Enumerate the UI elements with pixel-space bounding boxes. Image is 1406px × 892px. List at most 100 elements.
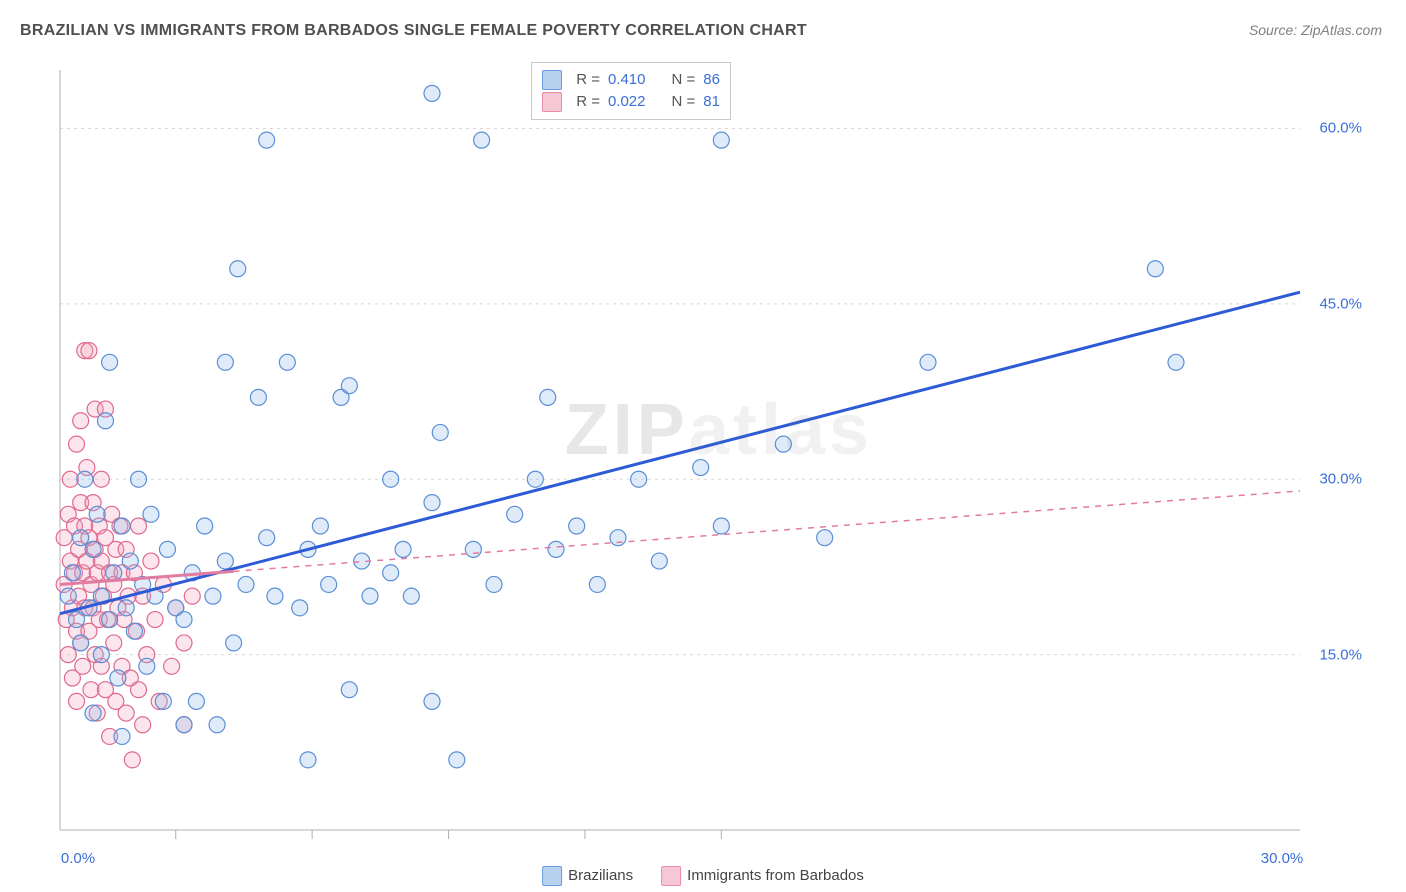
scatter-point xyxy=(1168,354,1184,370)
chart-title: BRAZILIAN VS IMMIGRANTS FROM BARBADOS SI… xyxy=(20,22,807,40)
scatter-point xyxy=(651,553,667,569)
scatter-point xyxy=(693,460,709,476)
n-label: N = xyxy=(672,69,696,91)
scatter-point xyxy=(395,541,411,557)
scatter-point xyxy=(610,530,626,546)
chart-container: BRAZILIAN VS IMMIGRANTS FROM BARBADOS SI… xyxy=(0,0,1406,892)
scatter-point xyxy=(217,354,233,370)
plot-area: ZIPatlas R =0.410N =86R =0.022N =81 15.0… xyxy=(50,60,1370,840)
series-legend-item: Brazilians xyxy=(542,866,633,886)
legend-label: Brazilians xyxy=(568,867,633,884)
scatter-point xyxy=(131,682,147,698)
scatter-point xyxy=(424,693,440,709)
scatter-point xyxy=(126,623,142,639)
scatter-point xyxy=(920,354,936,370)
scatter-point xyxy=(1147,261,1163,277)
r-label: R = xyxy=(576,91,600,113)
scatter-point xyxy=(424,495,440,511)
scatter-point xyxy=(81,343,97,359)
scatter-point xyxy=(118,705,134,721)
correlation-legend-row: R = 0.022 N = 81 xyxy=(542,91,720,113)
scatter-point xyxy=(432,424,448,440)
scatter-point xyxy=(548,541,564,557)
scatter-point xyxy=(97,413,113,429)
scatter-point xyxy=(817,530,833,546)
r-label: R = xyxy=(576,69,600,91)
scatter-point xyxy=(267,588,283,604)
scatter-point xyxy=(114,518,130,534)
scatter-point xyxy=(527,471,543,487)
scatter-point xyxy=(238,576,254,592)
scatter-point xyxy=(106,635,122,651)
scatter-point xyxy=(89,506,105,522)
scatter-point xyxy=(341,378,357,394)
scatter-point xyxy=(143,553,159,569)
scatter-point xyxy=(465,541,481,557)
scatter-point xyxy=(362,588,378,604)
legend-swatch xyxy=(542,866,562,886)
scatter-point xyxy=(312,518,328,534)
scatter-point xyxy=(155,693,171,709)
scatter-point xyxy=(60,588,76,604)
scatter-point xyxy=(300,752,316,768)
y-tick-label: 30.0% xyxy=(1319,471,1362,488)
scatter-point xyxy=(69,612,85,628)
scatter-point xyxy=(77,471,93,487)
scatter-point xyxy=(135,717,151,733)
scatter-point xyxy=(176,635,192,651)
scatter-point xyxy=(131,471,147,487)
scatter-point xyxy=(73,530,89,546)
x-tick-label: 0.0% xyxy=(61,850,95,867)
scatter-point xyxy=(540,389,556,405)
scatter-point xyxy=(139,658,155,674)
scatter-point xyxy=(383,471,399,487)
scatter-point xyxy=(83,682,99,698)
scatter-point xyxy=(713,518,729,534)
scatter-chart xyxy=(50,60,1370,840)
scatter-point xyxy=(73,413,89,429)
scatter-point xyxy=(230,261,246,277)
scatter-point xyxy=(159,541,175,557)
scatter-point xyxy=(85,541,101,557)
scatter-point xyxy=(102,612,118,628)
series-legend-item: Immigrants from Barbados xyxy=(661,866,864,886)
scatter-point xyxy=(474,132,490,148)
scatter-point xyxy=(188,693,204,709)
scatter-point xyxy=(62,471,78,487)
scatter-point xyxy=(631,471,647,487)
scatter-point xyxy=(131,518,147,534)
scatter-point xyxy=(176,612,192,628)
scatter-point xyxy=(383,565,399,581)
n-value: 86 xyxy=(703,69,720,91)
n-value: 81 xyxy=(703,91,720,113)
scatter-point xyxy=(106,565,122,581)
scatter-point xyxy=(60,647,76,663)
r-value: 0.022 xyxy=(608,91,646,113)
scatter-point xyxy=(250,389,266,405)
scatter-point xyxy=(403,588,419,604)
legend-swatch xyxy=(542,70,562,90)
scatter-point xyxy=(292,600,308,616)
scatter-point xyxy=(321,576,337,592)
scatter-point xyxy=(226,635,242,651)
scatter-point xyxy=(164,658,180,674)
y-tick-label: 60.0% xyxy=(1319,120,1362,137)
scatter-point xyxy=(75,658,91,674)
r-value: 0.410 xyxy=(608,69,646,91)
scatter-point xyxy=(279,354,295,370)
scatter-point xyxy=(197,518,213,534)
legend-label: Immigrants from Barbados xyxy=(687,867,864,884)
scatter-point xyxy=(507,506,523,522)
scatter-point xyxy=(589,576,605,592)
scatter-point xyxy=(259,132,275,148)
scatter-point xyxy=(486,576,502,592)
scatter-point xyxy=(449,752,465,768)
scatter-point xyxy=(341,682,357,698)
scatter-point xyxy=(93,647,109,663)
scatter-point xyxy=(713,132,729,148)
scatter-point xyxy=(73,635,89,651)
n-label: N = xyxy=(672,91,696,113)
legend-swatch xyxy=(542,92,562,112)
scatter-point xyxy=(143,506,159,522)
scatter-point xyxy=(110,670,126,686)
